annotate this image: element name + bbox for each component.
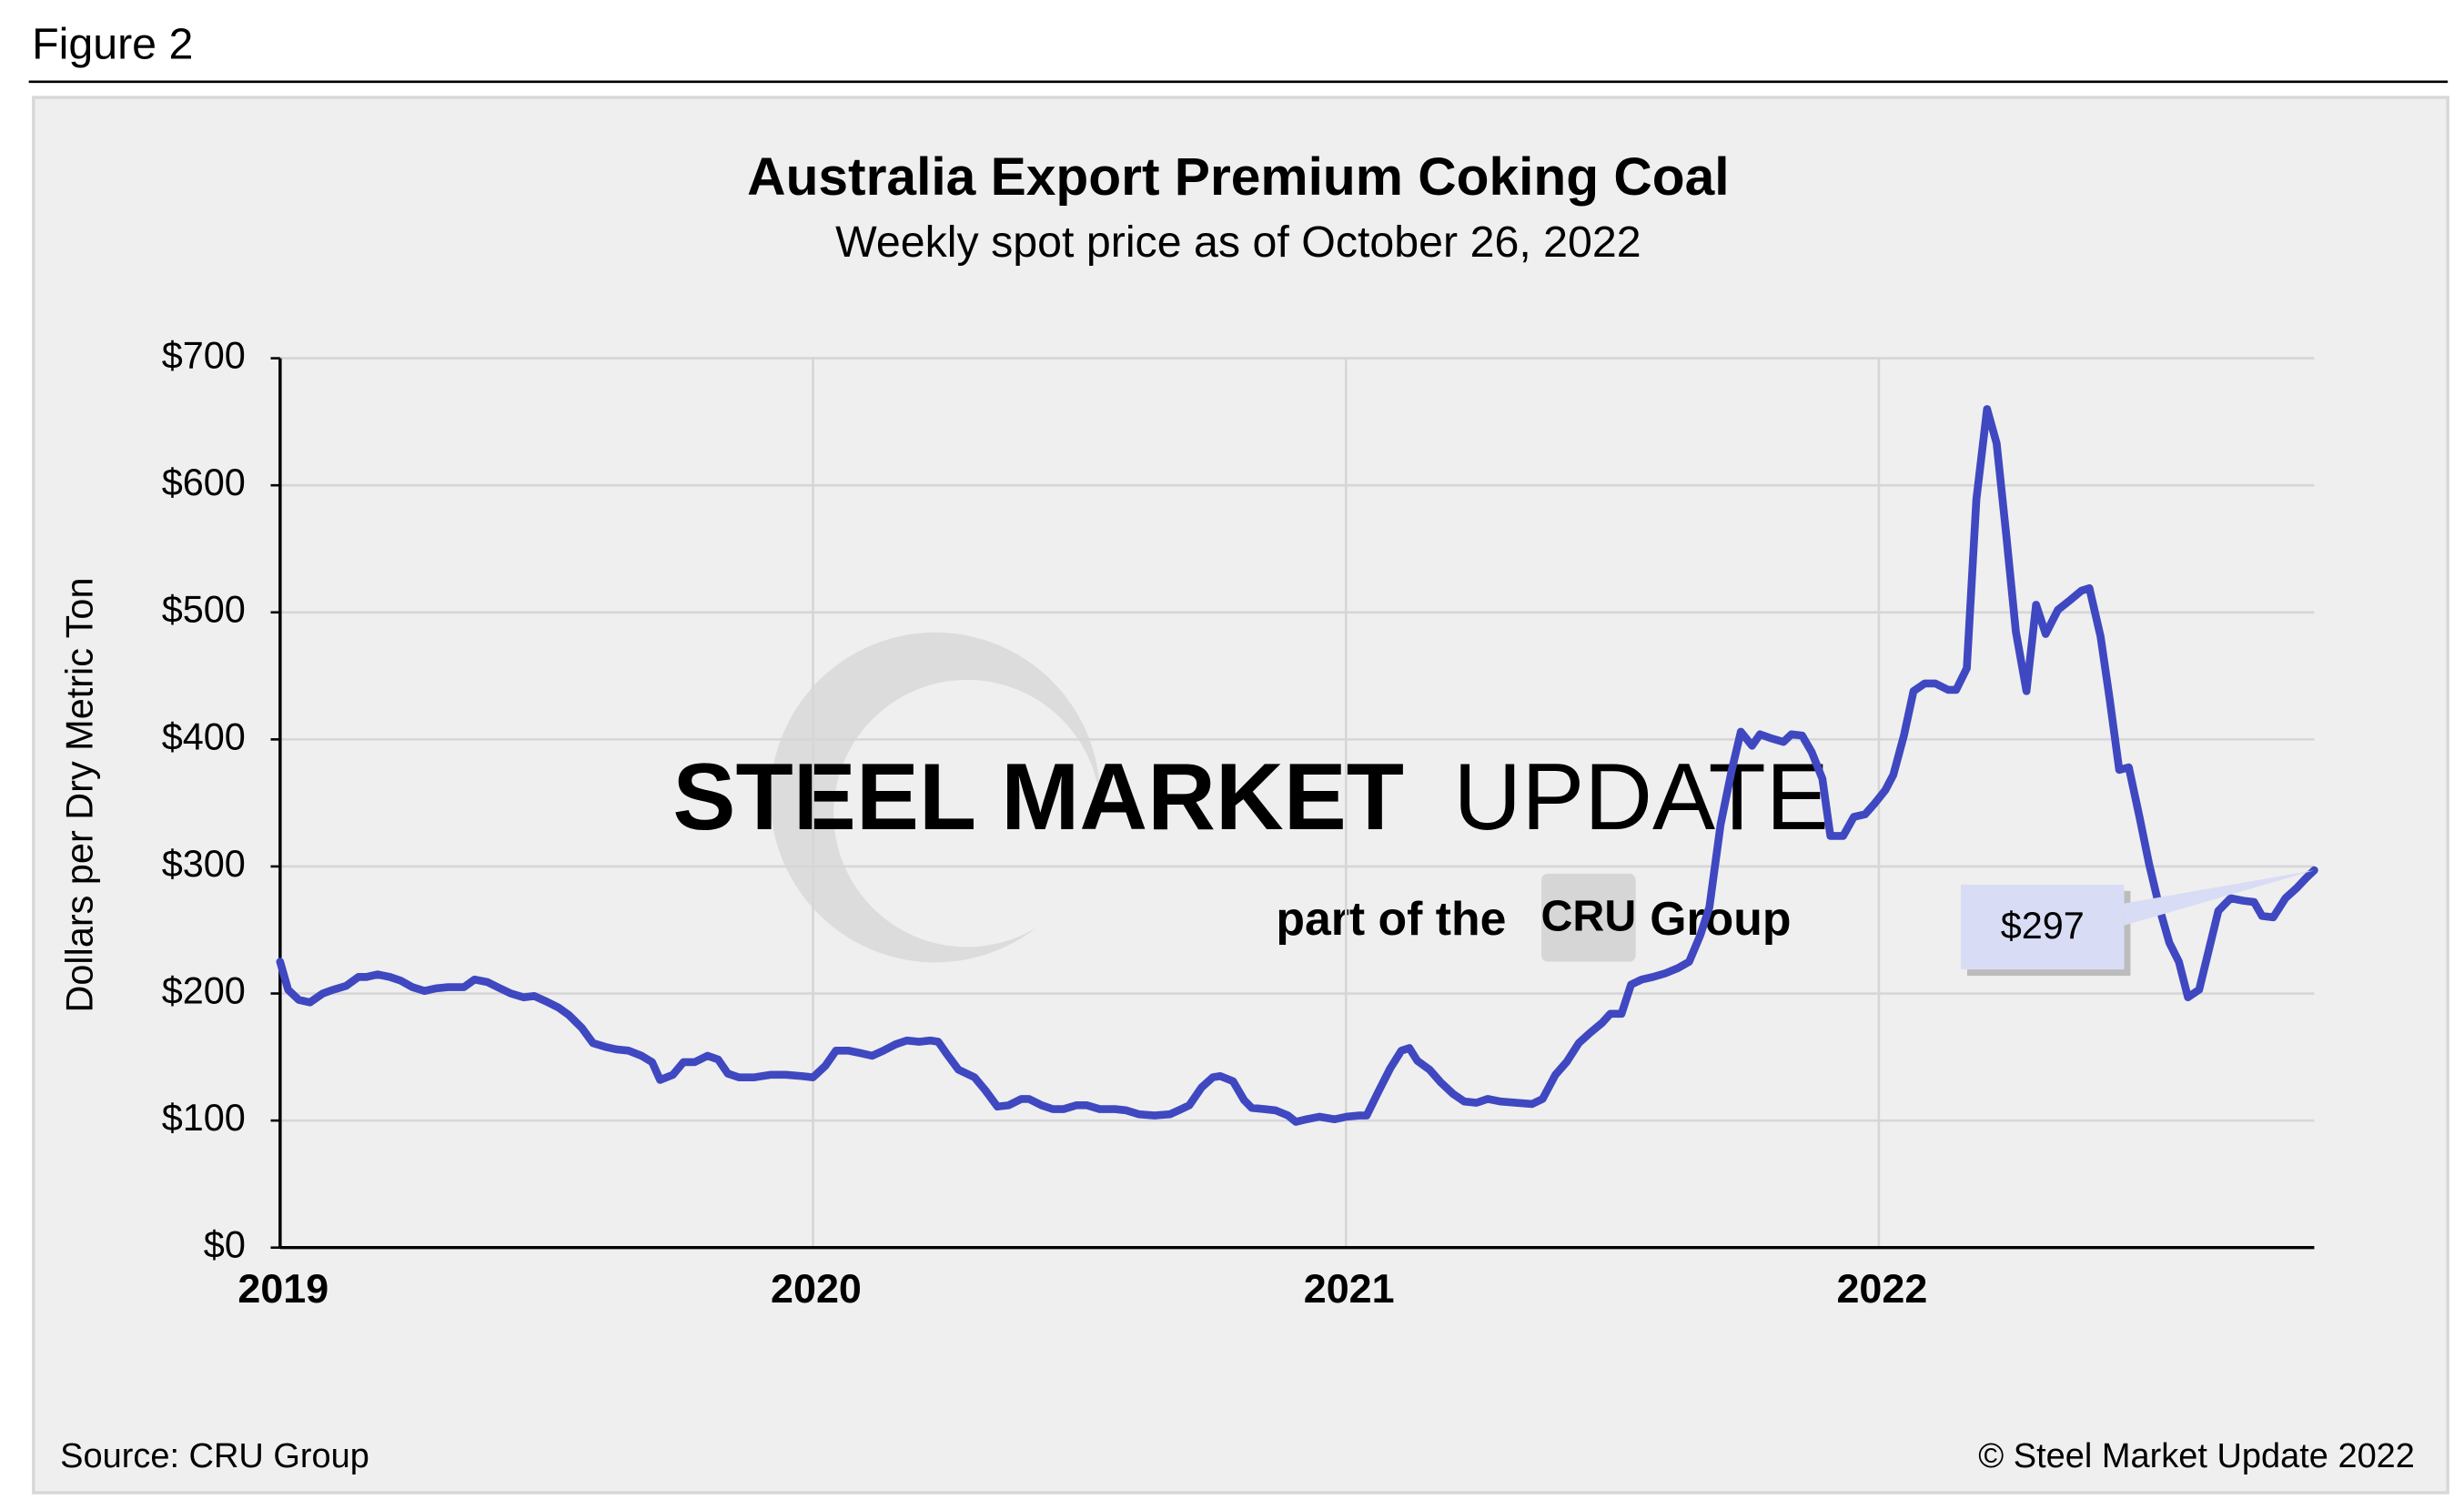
watermark-logo-box: [1541, 873, 1636, 962]
watermark-tag: part of the: [1276, 892, 1506, 945]
callout-label: $297: [2001, 904, 2085, 947]
chart-subtitle: Weekly spot price as of October 26, 2022: [835, 218, 1641, 267]
y-tick-label: $600: [162, 461, 246, 503]
y-tick-label: $400: [162, 714, 246, 757]
y-tick-label: $700: [162, 334, 246, 377]
price-line: [276, 405, 2318, 1126]
y-axis-label: Dollars per Dry Metric Ton: [57, 578, 100, 1013]
y-tick-label: $300: [162, 842, 246, 885]
source: Source: CRU Group: [60, 1437, 369, 1475]
watermark-swoosh: [770, 632, 1101, 963]
y-tick-label: $200: [162, 968, 246, 1011]
y-tick-label: $500: [162, 588, 246, 631]
figure-label: Figure 2: [32, 20, 193, 69]
watermark-logo: CRU: [1541, 892, 1637, 941]
x-tick-label: 2020: [771, 1265, 862, 1312]
chart-panel: [32, 96, 2449, 1495]
chart-title: Australia Export Premium Coking Coal: [747, 147, 1729, 207]
copyright: © Steel Market Update 2022: [1978, 1437, 2415, 1475]
x-tick-label: 2021: [1304, 1265, 1395, 1312]
watermark: STEEL MARKET UPDATE part of the CRU Grou…: [672, 632, 1829, 963]
watermark-brand2: UPDATE: [1453, 744, 1828, 849]
x-tick-label: 2022: [1836, 1265, 1927, 1312]
y-tick-label: $100: [162, 1096, 246, 1139]
callout-box: [1961, 884, 2125, 970]
watermark-group: Group: [1650, 892, 1791, 945]
watermark-brand: STEEL MARKET: [672, 744, 1404, 849]
y-tick-label: $0: [204, 1223, 246, 1266]
x-tick-label: 2019: [237, 1265, 328, 1312]
